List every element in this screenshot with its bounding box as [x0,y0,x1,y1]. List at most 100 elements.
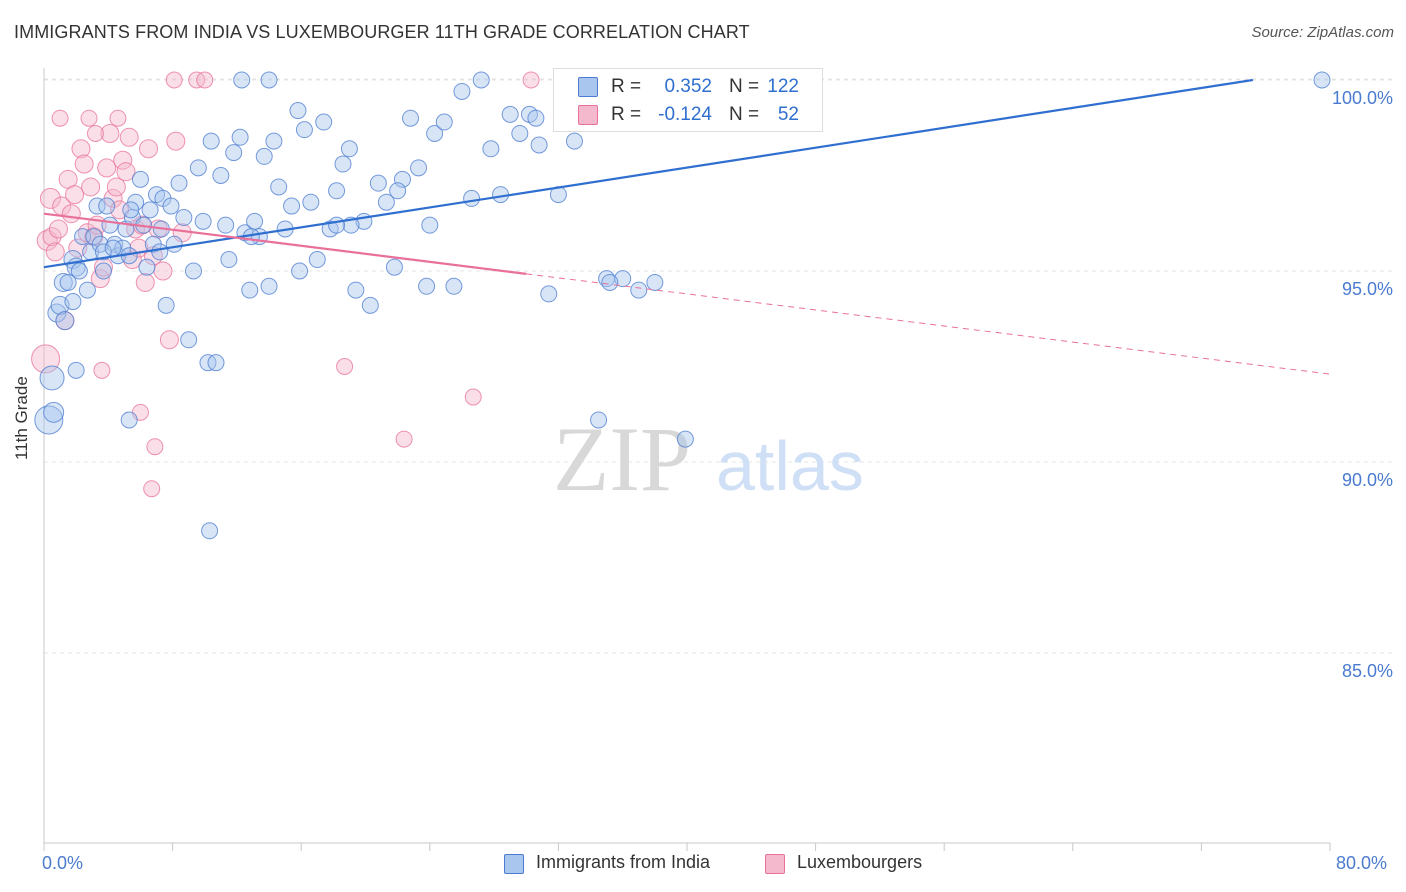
data-point [42,227,62,247]
data-point [98,197,116,215]
data-point [97,158,117,178]
data-point [202,132,220,150]
data-point [207,354,225,372]
n-label: N = [729,104,760,125]
source-label: Source: ZipAtlas.com [1251,24,1394,41]
data-point [482,140,500,158]
data-point [464,388,482,406]
data-point [246,212,264,230]
data-point [201,522,219,540]
trend-line [43,78,1254,269]
data-point [55,311,75,331]
r-label: R = [611,76,642,97]
data-point [141,201,159,219]
data-point [131,170,149,188]
y-tick-label: 100.0% [1331,88,1393,108]
data-point [34,405,64,435]
data-point [212,167,230,184]
data-point [295,121,313,139]
watermark-atlas: atlas [716,427,864,505]
data-point [119,127,139,147]
data-point [522,71,540,89]
n-value-luxembourgers: 52 [777,104,799,125]
data-point [65,185,85,205]
data-point [153,261,173,281]
data-point [421,216,439,234]
data-point [336,358,354,375]
data-point [48,219,68,239]
data-point [361,296,379,314]
x-tick-label-min: 0.0% [42,853,84,873]
data-point [59,273,77,291]
data-point [402,109,420,127]
data-point [283,197,301,215]
stats-row-luxembourgers: R = -0.124 N = 52 [554,101,822,129]
x-tick-label-max: 80.0% [1336,853,1388,873]
y-tick-label: 90.0% [1341,470,1393,490]
data-point [196,71,214,89]
watermark: ZIP atlas [553,408,864,510]
data-point [189,159,207,177]
data-point [39,365,65,391]
data-point [614,270,632,288]
data-point [231,128,249,146]
data-point [109,109,127,127]
data-point [122,201,140,219]
data-point [340,140,358,158]
data-point [86,124,104,142]
data-point [241,281,259,299]
data-point [410,159,428,177]
y-axis-title: 11th Grade [12,376,31,460]
data-point [166,131,186,151]
data-point [106,177,126,197]
data-point [53,272,73,292]
watermark-zip: ZIP [553,408,691,510]
n-value-india: 122 [767,76,799,97]
data-point [395,430,413,448]
data-point [270,178,288,196]
swatch-luxembourgers [578,105,598,125]
data-point [159,330,179,350]
y-tick-label: 85.0% [1341,661,1393,681]
data-point [146,438,164,456]
data-point [347,281,365,299]
data-point [78,281,96,299]
data-point [94,243,112,261]
data-point [630,281,648,299]
data-point [377,193,395,211]
data-point [175,209,193,227]
data-point [590,411,608,429]
data-point [385,258,403,276]
data-point [289,102,307,120]
data-point [70,262,88,280]
data-point [93,361,111,379]
data-point [369,174,387,192]
data-point [435,113,453,131]
r-label: R = [611,104,642,125]
data-point [291,262,309,280]
data-point [540,285,558,303]
data-point [80,109,98,127]
data-point [61,204,81,224]
data-point [88,197,106,215]
data-point [1313,71,1331,89]
data-point [116,162,136,182]
data-point [260,277,278,295]
trend-line [43,212,527,275]
y-tick-label: 95.0% [1341,279,1393,299]
luxembourgers-points [31,71,540,498]
data-point [418,277,436,295]
data-point [194,212,212,230]
data-point [39,187,61,209]
data-point [74,154,94,174]
data-point [47,303,67,323]
data-point [328,182,346,200]
data-point [334,155,352,173]
data-point [138,139,158,159]
data-point [315,113,333,131]
data-point [151,243,169,261]
data-point [453,82,471,100]
data-point [308,251,326,269]
data-point [501,105,519,123]
data-point [157,296,175,314]
